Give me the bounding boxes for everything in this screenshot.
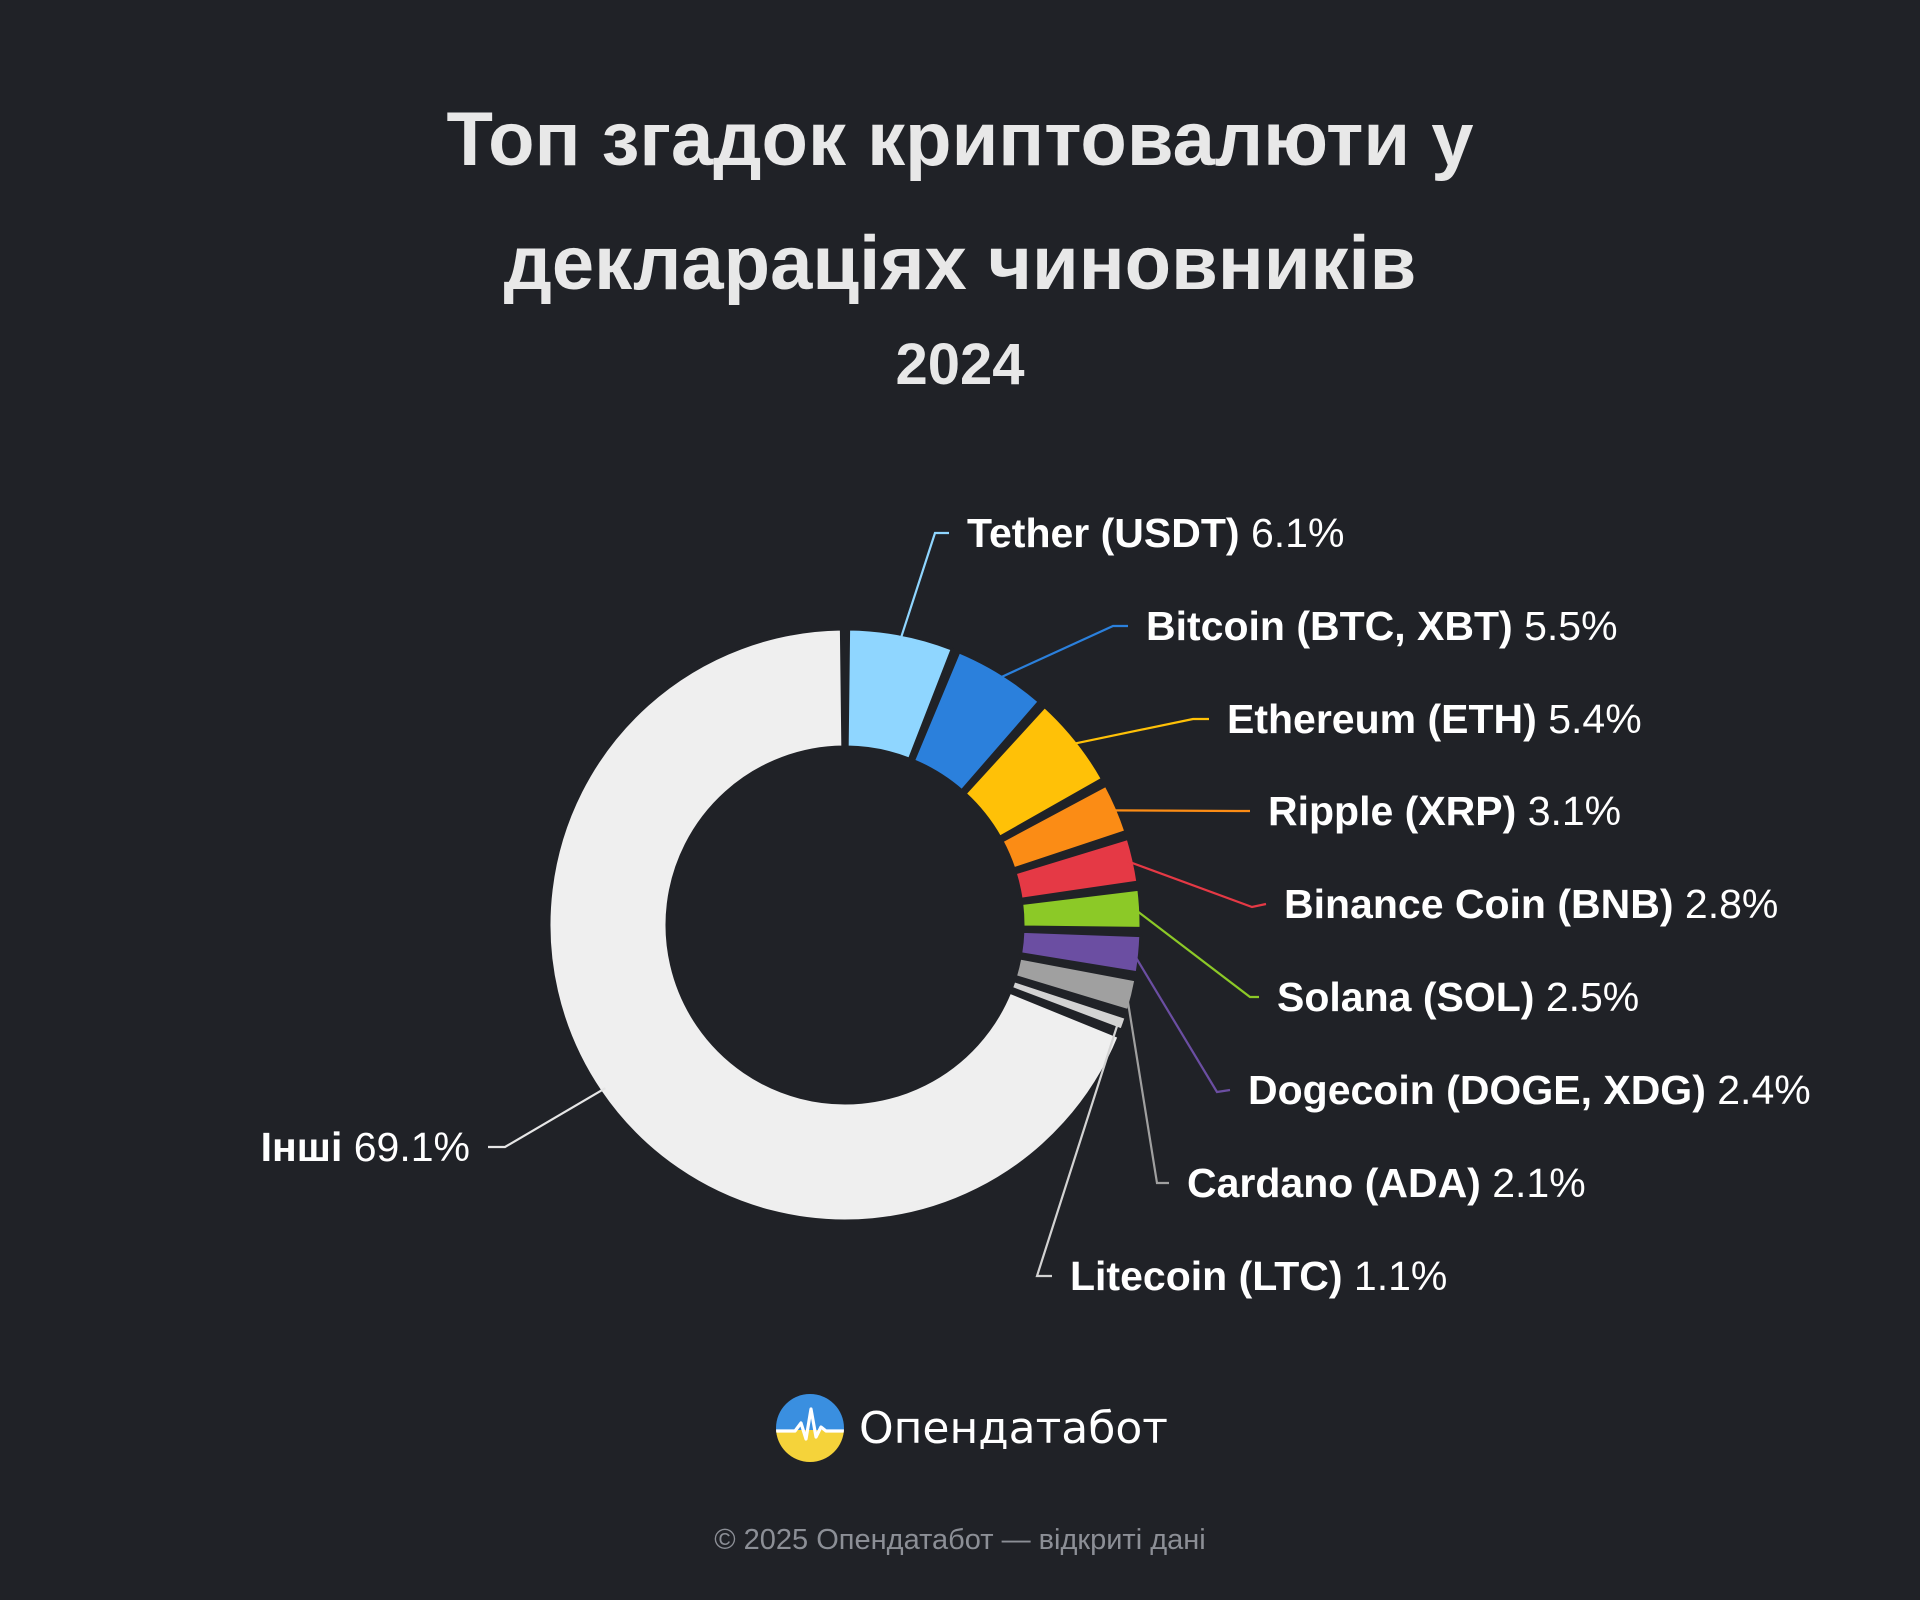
slice-solana-sol[interactable] [1020, 887, 1143, 930]
slice-label-name: Solana (SOL) [1277, 974, 1546, 1020]
leader-line-solana-sol [1133, 908, 1259, 999]
slice-bitcoin-btc-xbt[interactable] [912, 650, 1041, 793]
brand: Опендатабот [775, 1393, 1168, 1463]
slice-label-name: Інші [261, 1124, 354, 1170]
slice-binance-coin-bnb[interactable] [1013, 836, 1140, 901]
slice-label-dogecoin-doge-xdg: Dogecoin (DOGE, XDG) 2.4% [1248, 1067, 1811, 1113]
slice-label-value: 3.1% [1528, 788, 1621, 834]
slice-ripple-xrp[interactable] [1000, 783, 1128, 871]
slice-label-name: Bitcoin (BTC, XBT) [1146, 603, 1524, 649]
brand-name: Опендатабот [859, 1402, 1168, 1454]
slice-cardano-ada[interactable] [1013, 956, 1138, 1013]
slice-label-name: Cardano (ADA) [1187, 1160, 1492, 1206]
slice-label-name: Ripple (XRP) [1268, 788, 1528, 834]
leader-line-cardano-ada [1125, 993, 1169, 1185]
slice-label-tether-usdt: Tether (USDT) 6.1% [967, 510, 1344, 556]
slice-label-value: 2.8% [1685, 881, 1778, 927]
slice-label-value: 2.1% [1492, 1160, 1585, 1206]
leader-line-litecoin-ltc [1035, 1021, 1120, 1278]
footer-copyright: © 2025 Опендатабот — відкриті дані [714, 1524, 1206, 1556]
slice-label-bitcoin-btc-xbt: Bitcoin (BTC, XBT) 5.5% [1146, 603, 1618, 649]
slice-label-value: 69.1% [354, 1124, 470, 1170]
slice-label-value: 2.5% [1546, 974, 1639, 1020]
slice-label-ethereum-eth: Ethereum (ETH) 5.4% [1227, 696, 1642, 742]
slice-label-value: 1.1% [1354, 1253, 1447, 1299]
slice-label-solana-sol: Solana (SOL) 2.5% [1277, 974, 1639, 1020]
slice-label-інші: Інші 69.1% [261, 1124, 470, 1170]
chart-title: Топ згадок криптовалюти у деклараціях чи… [0, 78, 1920, 326]
slice-dogecoin-doge-xdg[interactable] [1019, 929, 1143, 975]
slice-ethereum-eth[interactable] [963, 704, 1104, 839]
slice-label-binance-coin-bnb: Binance Coin (BNB) 2.8% [1284, 881, 1778, 927]
slice-label-name: Litecoin (LTC) [1070, 1253, 1354, 1299]
slice-litecoin-ltc[interactable] [1009, 979, 1128, 1032]
slice-label-cardano-ada: Cardano (ADA) 2.1% [1187, 1160, 1586, 1206]
leader-line-dogecoin-doge-xdg [1132, 953, 1231, 1094]
slice-label-name: Binance Coin (BNB) [1284, 881, 1685, 927]
leader-line-ethereum-eth [1071, 717, 1209, 746]
slice-label-value: 6.1% [1251, 510, 1344, 556]
leader-line-tether-usdt [899, 531, 949, 641]
chart-subtitle: 2024 [895, 332, 1025, 397]
leader-line-ripple-xrp [1111, 809, 1250, 813]
slice-label-litecoin-ltc: Litecoin (LTC) 1.1% [1070, 1253, 1447, 1299]
chart-title-line-1: Топ згадок криптовалюти у [446, 97, 1474, 182]
leader-line-bitcoin-btc-xbt [997, 624, 1128, 680]
slice-tether-usdt[interactable] [845, 627, 954, 761]
slice-label-value: 5.5% [1524, 603, 1617, 649]
slice-label-name: Dogecoin (DOGE, XDG) [1248, 1067, 1717, 1113]
slice-label-value: 2.4% [1717, 1067, 1810, 1113]
slice-label-name: Ethereum (ETH) [1227, 696, 1548, 742]
slice-label-ripple-xrp: Ripple (XRP) 3.1% [1268, 788, 1621, 834]
opendatabot-logo-icon [776, 1394, 844, 1462]
leader-line-інші [488, 1087, 606, 1149]
leader-line-binance-coin-bnb [1127, 860, 1267, 909]
chart-title-line-2: деклараціях чиновників [503, 221, 1417, 306]
slice-label-name: Tether (USDT) [967, 510, 1251, 556]
slice-label-value: 5.4% [1548, 696, 1641, 742]
slice-інші[interactable] [547, 627, 1121, 1223]
